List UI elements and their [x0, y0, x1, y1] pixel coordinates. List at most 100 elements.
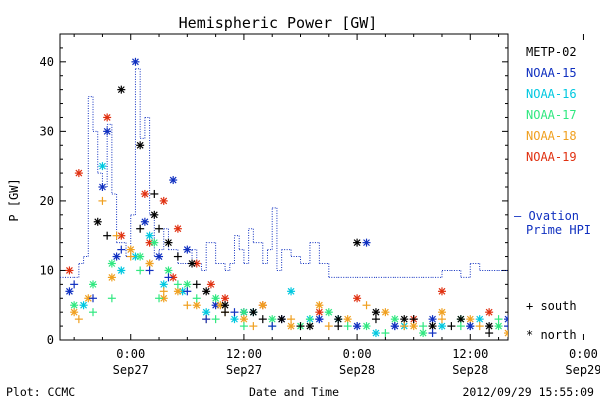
south-marker — [98, 196, 107, 205]
north-marker — [74, 169, 83, 178]
north-marker — [466, 315, 475, 324]
y-tick-label: 40 — [40, 55, 54, 69]
south-marker — [419, 322, 428, 331]
north-marker — [513, 322, 521, 330]
north-marker — [437, 308, 446, 317]
x-tick-date-label: Sep28 — [339, 363, 375, 377]
data-layer — [60, 57, 597, 338]
south-marker — [145, 259, 154, 268]
y-tick-label: 0 — [47, 333, 54, 347]
south-marker — [107, 294, 116, 303]
north-marker — [353, 294, 362, 303]
north-marker — [221, 301, 230, 310]
legend-entry: NOAA-15 — [526, 66, 577, 80]
north-marker — [93, 217, 102, 226]
south-marker — [447, 322, 456, 331]
x-tick-time-label: 0:00 — [343, 347, 372, 361]
south-marker — [287, 315, 296, 324]
south-marker — [579, 322, 587, 330]
north-marker — [206, 280, 215, 289]
north-marker — [169, 273, 178, 282]
north-marker — [188, 259, 197, 268]
south-marker — [89, 308, 98, 317]
south-marker — [343, 322, 352, 331]
y-tick-label: 30 — [40, 124, 54, 138]
x-axis-label: Date and Time — [249, 385, 339, 399]
x-tick-date-label: Sep27 — [113, 363, 149, 377]
south-marker — [362, 301, 371, 310]
north-marker — [202, 287, 211, 296]
south-marker — [112, 231, 121, 240]
north-marker — [117, 85, 126, 94]
north-marker — [70, 301, 79, 310]
south-marker — [183, 301, 192, 310]
north-marker — [409, 322, 418, 331]
south-marker — [145, 266, 154, 275]
south-marker — [305, 315, 314, 324]
x-tick-date-label: Sep28 — [452, 363, 488, 377]
marker-legend-entry: * north — [526, 328, 577, 342]
north-marker — [532, 315, 540, 323]
south-marker — [258, 315, 267, 324]
south-marker — [211, 315, 220, 324]
south-marker — [89, 294, 98, 303]
north-marker — [103, 127, 112, 136]
x-tick-time-label: 0:00 — [116, 347, 145, 361]
south-marker — [173, 280, 182, 289]
marker-legend-entry: + south — [526, 299, 577, 313]
north-marker — [107, 259, 116, 268]
south-marker — [221, 308, 230, 317]
north-marker — [334, 315, 343, 324]
north-marker — [315, 301, 324, 310]
north-marker — [70, 308, 79, 317]
north-marker — [150, 210, 159, 219]
south-marker — [551, 315, 559, 323]
north-marker — [140, 189, 149, 198]
ovation-legend-label: — Ovation — [514, 209, 579, 223]
north-marker — [183, 280, 192, 289]
south-marker — [70, 280, 79, 289]
y-tick-label: 20 — [40, 194, 54, 208]
north-marker — [140, 217, 149, 226]
plot-area: 0 10 20 30 40 0:00 Sep27 12:00 Sep27 0:00 Sep28 12:… — [40, 33, 600, 377]
north-marker — [287, 287, 296, 296]
south-marker — [268, 322, 277, 331]
north-marker — [494, 322, 503, 331]
north-marker — [230, 315, 239, 324]
north-marker — [164, 238, 173, 247]
north-marker — [268, 315, 277, 324]
south-marker — [504, 322, 508, 331]
north-marker — [513, 315, 521, 323]
north-marker — [159, 280, 168, 289]
footer: Plot: CCMC Date and Time 2012/09/29 15:5… — [6, 385, 594, 399]
south-marker — [456, 322, 465, 331]
south-marker — [202, 315, 211, 324]
north-marker — [239, 308, 248, 317]
north-marker — [98, 183, 107, 191]
south-marker — [136, 224, 145, 233]
footer-timestamp: 2012/09/29 15:55:09 — [462, 385, 594, 399]
south-marker — [249, 322, 258, 331]
north-marker — [589, 308, 597, 316]
south-marker — [150, 189, 159, 198]
legend-entry: NOAA-16 — [526, 87, 577, 101]
north-marker — [561, 315, 569, 323]
north-marker — [504, 315, 508, 324]
north-marker — [202, 308, 211, 317]
legend-entry: NOAA-18 — [526, 129, 577, 143]
south-marker — [117, 245, 126, 254]
north-marker — [305, 322, 314, 331]
north-marker — [371, 308, 380, 317]
footer-plot-source: Plot: CCMC — [6, 385, 75, 399]
south-marker — [230, 308, 239, 317]
south-marker — [74, 315, 83, 324]
north-marker — [287, 322, 296, 331]
x-tick-time-label: 0:00 — [569, 347, 598, 361]
x-tick-date-label: Sep27 — [226, 363, 262, 377]
x-tick-time-label: 12:00 — [452, 347, 488, 361]
north-marker — [419, 329, 428, 338]
north-marker — [173, 287, 182, 296]
plot-frame — [59, 33, 509, 341]
south-marker — [428, 329, 437, 338]
